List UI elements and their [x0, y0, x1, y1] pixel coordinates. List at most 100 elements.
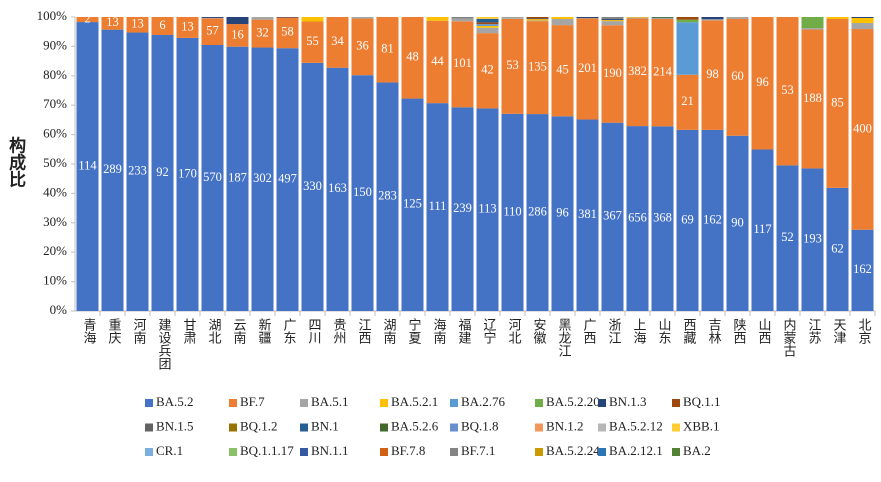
legend-swatch [145, 399, 153, 407]
x-tick-label: 广东 [282, 318, 297, 344]
data-label: 656 [628, 210, 647, 224]
bar-segment [251, 19, 274, 48]
bar-segment [451, 17, 474, 19]
legend-label: BQ.1.1.17 [240, 443, 294, 458]
data-label: 110 [503, 204, 521, 218]
bar-segment [726, 135, 749, 311]
data-label: 135 [528, 59, 547, 73]
data-label: 113 [478, 202, 496, 216]
bar-segment [676, 22, 699, 75]
data-label: 96 [756, 75, 769, 89]
bar-segment [826, 17, 849, 19]
legend-swatch [672, 399, 680, 407]
bar-segment [676, 74, 699, 130]
legend-label: BN.1.3 [609, 394, 647, 409]
bar-segment [151, 35, 174, 311]
x-tick-label: 陕西 [732, 318, 747, 344]
data-label: 381 [578, 207, 597, 221]
bar-segment [726, 18, 749, 136]
legend-swatch [300, 423, 308, 432]
data-label: 283 [378, 189, 397, 203]
data-label: 81 [381, 42, 394, 56]
data-label: 117 [753, 222, 771, 236]
legend-label: BN.1.5 [156, 418, 194, 433]
data-label: 400 [853, 121, 872, 135]
y-tick-label: 90% [43, 37, 67, 52]
bar-segment [751, 149, 774, 311]
x-tick-label: 黑龙江 [557, 318, 572, 357]
legend-label: BQ.1.8 [461, 418, 499, 433]
legend-label: BF.7.1 [461, 443, 495, 458]
x-tick-label: 云南 [232, 318, 247, 344]
bar-segment [401, 98, 424, 311]
bar-segment [76, 22, 99, 311]
bar-segment [326, 67, 349, 311]
x-tick-label: 山东 [657, 318, 672, 344]
bar-segment [376, 17, 399, 83]
legend-label: BA.5.2.24 [546, 443, 600, 458]
data-label: 233 [128, 164, 147, 178]
bar-segment [501, 113, 524, 312]
x-tick-label: 湖南 [382, 318, 397, 344]
bar-segment [826, 18, 849, 188]
bar-segment [576, 119, 599, 312]
x-tick-label: 新疆 [257, 317, 272, 344]
legend-swatch [672, 448, 680, 456]
bar-segment [651, 17, 674, 19]
data-label: 34 [331, 34, 344, 48]
bar-segment [851, 229, 874, 311]
bar-segment [226, 24, 249, 47]
x-tick-label: 天津 [832, 318, 847, 344]
bar-segment [426, 17, 449, 21]
x-tick-label: 海南 [432, 318, 447, 344]
x-tick-label: 安徽 [532, 318, 547, 344]
bar-segment [201, 18, 224, 45]
x-tick-label: 广西 [582, 318, 597, 344]
bar-segment [351, 17, 374, 19]
legend-label: BA.5.2 [156, 394, 194, 409]
data-label: 42 [481, 63, 494, 77]
legend-label: BN.1 [311, 418, 339, 433]
bar-segment [101, 29, 124, 311]
bar-segment [426, 103, 449, 311]
x-tick-label: 四川 [307, 318, 322, 344]
data-label: 101 [453, 56, 472, 70]
data-label: 150 [353, 185, 372, 199]
bar-segment [801, 17, 824, 29]
bar-segment [676, 17, 699, 20]
bar-segment [726, 17, 749, 19]
bar-segment [526, 20, 549, 22]
legend-label: BA.2.12.1 [609, 443, 663, 458]
legend-swatch [380, 448, 388, 456]
data-label: 45 [556, 63, 569, 77]
bar-segment [651, 126, 674, 312]
data-label: 289 [103, 162, 122, 176]
data-label: 90 [731, 215, 744, 229]
data-label: 62 [831, 241, 844, 255]
y-tick-label: 100% [37, 8, 68, 23]
legend-swatch [672, 423, 680, 432]
y-tick-label: 40% [43, 184, 67, 199]
legend-label: BA.5.2.1 [391, 394, 438, 409]
bar-segment [701, 129, 724, 311]
x-tick-label: 宁夏 [407, 317, 422, 344]
bar-segment [301, 17, 324, 22]
bar-segment [701, 19, 724, 21]
bar-segment [176, 17, 199, 38]
bar-segment [326, 17, 349, 68]
x-tick-label: 贵州 [332, 318, 347, 344]
legend-label: XBB.1 [683, 418, 719, 433]
x-tick-label: 甘肃 [182, 318, 197, 344]
x-tick-label: 湖北 [207, 318, 222, 345]
data-label: 55 [306, 34, 319, 48]
data-label: 6 [159, 18, 165, 32]
bar-segment [801, 29, 824, 169]
bar-segment [851, 29, 874, 230]
bar-segment [476, 17, 499, 19]
bar-segment [501, 17, 524, 19]
legend-swatch [450, 448, 458, 456]
x-tick-label: 重庆 [107, 317, 122, 344]
bar-segment [401, 17, 424, 99]
data-label: 92 [156, 165, 169, 179]
data-label: 162 [703, 212, 722, 226]
